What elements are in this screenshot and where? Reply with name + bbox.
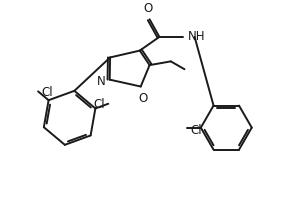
Text: Cl: Cl [41, 85, 53, 98]
Text: N: N [97, 75, 106, 88]
Text: O: O [143, 2, 152, 15]
Text: Cl: Cl [94, 98, 105, 111]
Text: Cl: Cl [190, 123, 202, 136]
Text: NH: NH [188, 30, 205, 43]
Text: O: O [138, 92, 147, 105]
